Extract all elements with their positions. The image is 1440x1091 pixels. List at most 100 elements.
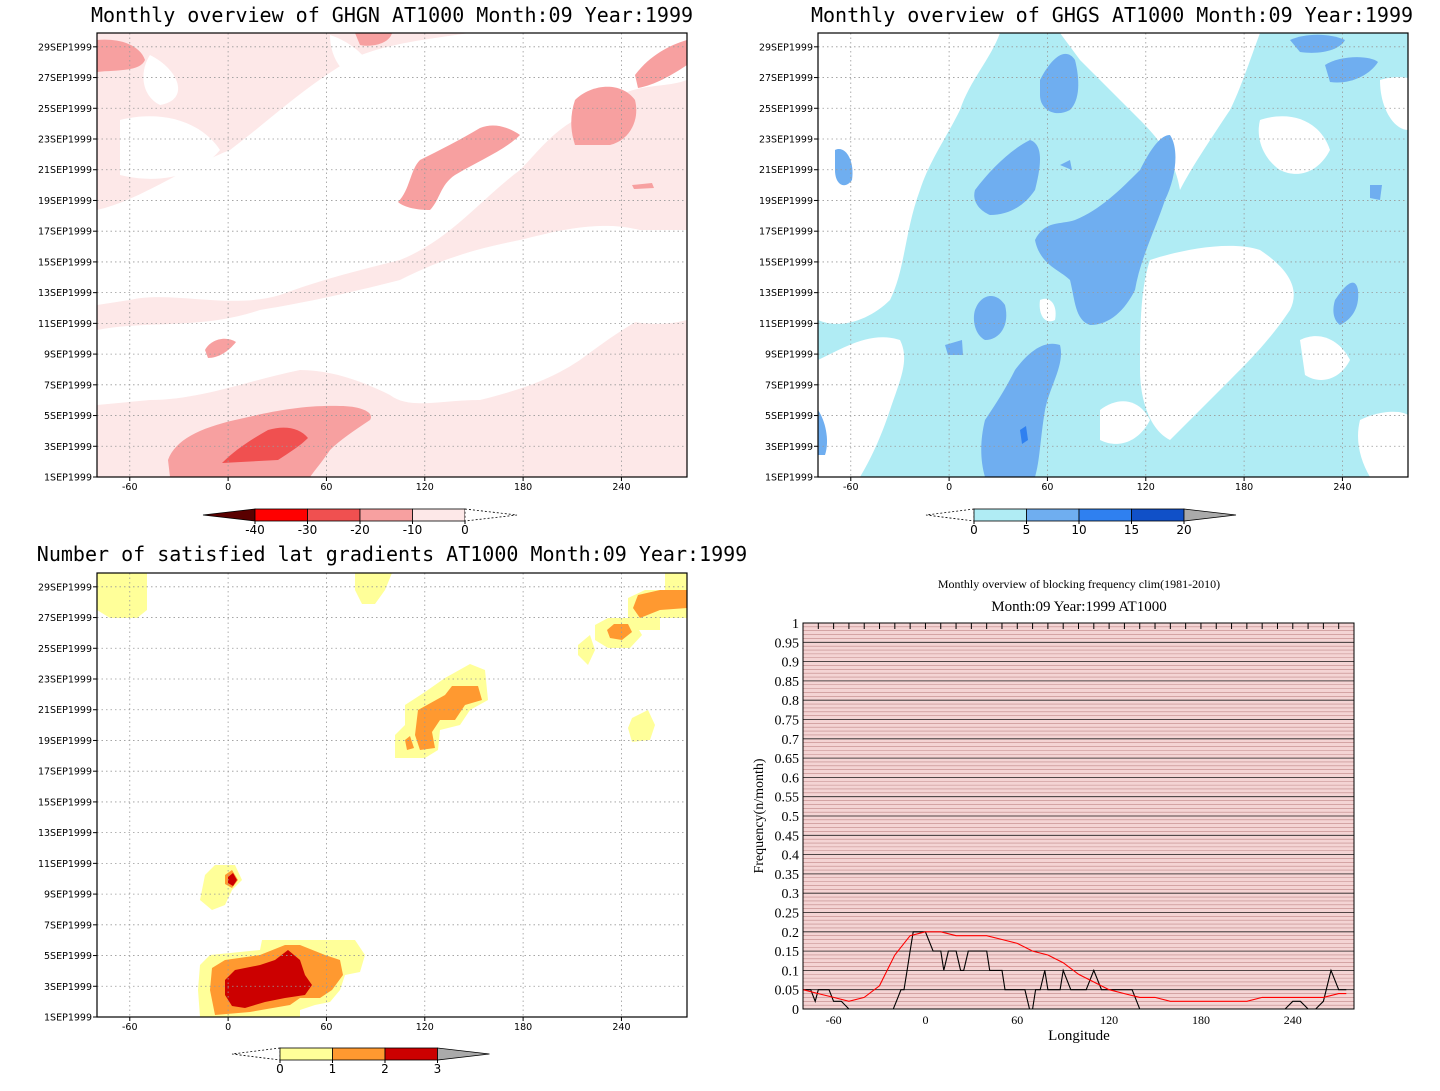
x-tick-label: 180 <box>1235 482 1253 493</box>
gradients-title: Number of satisfied lat gradients AT1000… <box>37 542 747 566</box>
y-tick-label: 17SEP1999 <box>38 767 92 778</box>
y-tick-label: 0.4 <box>782 849 800 864</box>
ghgn-frame <box>96 32 688 478</box>
gradients-contours <box>97 573 687 1017</box>
ghgs-region <box>1358 411 1408 477</box>
ghgs-region <box>1300 336 1350 380</box>
colorbar-tick-label: 0 <box>970 523 978 537</box>
y-tick-label: 19SEP1999 <box>38 196 92 207</box>
y-tick-label: 11SEP1999 <box>759 319 813 330</box>
blocking-xlabel: Longitude <box>1048 1028 1110 1044</box>
y-tick-label: 9SEP1999 <box>44 350 92 361</box>
y-tick-label: 21SEP1999 <box>759 165 813 176</box>
colorbar-box <box>1078 508 1132 522</box>
y-tick-label: 1SEP1999 <box>765 473 813 484</box>
ghgn-region <box>222 427 308 463</box>
y-tick-label: 27SEP1999 <box>38 73 92 84</box>
y-tick-label: 0.25 <box>775 907 800 922</box>
y-tick-label: 0.6 <box>782 771 800 786</box>
y-tick-label: 3SEP1999 <box>44 442 92 453</box>
y-tick-label: 0.45 <box>775 829 800 844</box>
x-tick-label: 0 <box>922 1013 928 1027</box>
colorbar-tick-label: 1 <box>329 1062 337 1076</box>
y-tick-label: 17SEP1999 <box>38 227 92 238</box>
gradient-region <box>633 590 687 618</box>
ghgn-region <box>97 225 687 405</box>
x-tick-label: 120 <box>416 482 434 493</box>
x-tick-label: 240 <box>1333 482 1351 493</box>
ghgn-contours <box>97 33 687 477</box>
ghgs-axes: -60 0 60 120 180 240 1SEP1999 3SEP1999 5SEP1999 7… <box>759 42 1352 493</box>
colorbar-box <box>1026 508 1080 522</box>
blocking-axes: 0 0.05 0.1 0.15 0.2 0.25 0.3 0.35 0.4 0.45 0.5 0.55… <box>775 617 1340 1027</box>
ghgn-region <box>398 125 520 210</box>
y-tick-label: 0.95 <box>775 636 800 651</box>
x-tick-label: -60 <box>826 1013 842 1027</box>
ghgn-region <box>355 33 392 46</box>
y-tick-label: 13SEP1999 <box>759 288 813 299</box>
y-tick-label: 27SEP1999 <box>759 73 813 84</box>
blocking-ylabel: Frequency(n/month) <box>752 758 767 873</box>
y-tick-label: 19SEP1999 <box>759 196 813 207</box>
y-tick-label: 1SEP1999 <box>44 473 92 484</box>
y-tick-label: 29SEP1999 <box>759 42 813 53</box>
y-tick-label: 5SEP1999 <box>44 951 92 962</box>
y-tick-label: 13SEP1999 <box>38 288 92 299</box>
panel-lat-gradients: Number of satisfied lat gradients AT1000… <box>37 542 747 1076</box>
colorbar-low-arrow <box>231 1047 281 1061</box>
y-tick-label: 9SEP1999 <box>765 350 813 361</box>
y-tick-label: 29SEP1999 <box>38 582 92 593</box>
y-tick-label: 0.2 <box>782 926 800 941</box>
y-tick-label: 25SEP1999 <box>38 644 92 655</box>
ghgs-region <box>974 140 1040 215</box>
panel-ghgs: Monthly overview of GHGS AT1000 Month:09… <box>759 3 1413 537</box>
colorbar-box <box>307 508 361 522</box>
colorbar-box <box>359 508 413 522</box>
ghgs-region <box>818 410 828 455</box>
x-tick-label: 60 <box>320 482 332 493</box>
x-tick-label: 240 <box>612 1022 630 1033</box>
x-tick-label: -60 <box>843 482 859 493</box>
x-tick-label: 180 <box>514 482 532 493</box>
gradient-region <box>225 950 312 1008</box>
x-tick-label: 120 <box>1100 1013 1118 1027</box>
y-tick-label: 25SEP1999 <box>759 104 813 115</box>
gradient-region <box>628 710 655 742</box>
y-tick-label: 13SEP1999 <box>38 828 92 839</box>
blocking-subtitle: Month:09 Year:1999 AT1000 <box>991 599 1166 615</box>
y-tick-label: 23SEP1999 <box>38 675 92 686</box>
y-tick-label: 0.9 <box>782 656 800 671</box>
y-tick-label: 15SEP1999 <box>38 257 92 268</box>
y-tick-label: 7SEP1999 <box>44 920 92 931</box>
y-tick-label: 11SEP1999 <box>38 859 92 870</box>
gradients-colorbar: 0 1 2 3 <box>231 1047 490 1076</box>
y-tick-label: 0.35 <box>775 868 800 883</box>
colorbar-tick-label: 10 <box>1071 523 1086 537</box>
x-tick-label: 0 <box>946 482 952 493</box>
y-tick-label: 0.8 <box>782 694 800 709</box>
ghgs-region <box>1380 77 1408 130</box>
climatology-series-line <box>802 931 1347 1002</box>
ghgs-region <box>1040 53 1079 114</box>
ghgs-region <box>1060 160 1072 170</box>
x-tick-label: 60 <box>1011 1013 1023 1027</box>
colorbar-tick-label: -40 <box>245 523 265 537</box>
x-tick-label: 0 <box>225 482 231 493</box>
colorbar-tick-label: 20 <box>1176 523 1191 537</box>
y-tick-label: 0.55 <box>775 791 800 806</box>
ghgn-region <box>143 55 179 105</box>
colorbar-tick-label: 2 <box>381 1062 389 1076</box>
gradient-region <box>405 736 414 750</box>
colorbar-tick-label: 3 <box>434 1062 442 1076</box>
ghgn-region <box>97 39 145 72</box>
colorbar-high-arrow <box>1183 508 1237 522</box>
y-tick-label: 0.85 <box>775 675 800 690</box>
x-tick-label: -60 <box>122 1022 138 1033</box>
ghgs-region <box>1140 245 1294 440</box>
gradient-region <box>578 635 595 665</box>
colorbar-low-arrow <box>202 508 256 522</box>
ghgs-region <box>1370 185 1382 200</box>
gradients-frame <box>96 572 688 1018</box>
y-tick-label: 23SEP1999 <box>759 135 813 146</box>
